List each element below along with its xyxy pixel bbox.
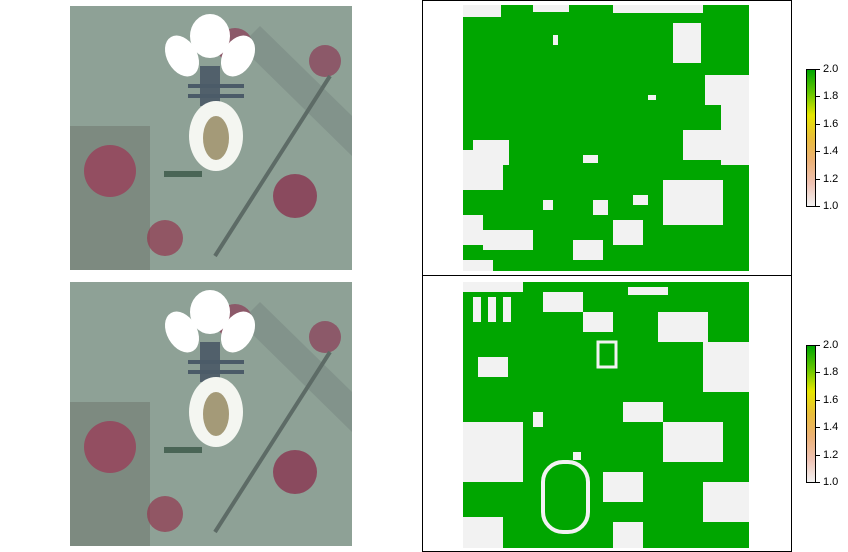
legend-bottom-tick <box>816 345 820 346</box>
legend-top-tick <box>816 206 820 207</box>
legend-bottom-tick <box>816 372 820 373</box>
legend-bottom-label: 1.0 <box>823 476 839 488</box>
classified-map-top <box>463 5 749 271</box>
map-frame-top <box>422 0 792 276</box>
legend-top-color-bar <box>806 69 816 207</box>
legend-top-tick <box>816 151 820 152</box>
legend-bottom-label: 1.8 <box>823 366 839 378</box>
satellite-image-bottom-graphic <box>70 282 352 546</box>
legend-top-label: 1.2 <box>823 173 839 185</box>
legend-top-tick <box>816 124 820 125</box>
satellite-image-bottom <box>70 282 352 546</box>
legend-top-tick <box>816 179 820 180</box>
legend-top-tick <box>816 96 820 97</box>
satellite-image-top-graphic <box>70 6 352 270</box>
legend-top-label: 1.0 <box>823 200 839 212</box>
legend-bottom-tick <box>816 455 820 456</box>
legend-bottom-tick <box>816 427 820 428</box>
map-frame-bottom <box>422 275 792 552</box>
legend-top: 2.0 1.8 1.6 1.4 1.2 1.0 <box>806 63 848 212</box>
legend-bottom-tick <box>816 400 820 401</box>
legend-bottom-color-bar <box>806 345 816 483</box>
legend-bottom-label: 1.6 <box>823 394 839 406</box>
legend-bottom-tick <box>816 482 820 483</box>
legend-top-label: 1.4 <box>823 145 839 157</box>
classified-map-bottom <box>463 282 749 548</box>
satellite-image-top <box>70 6 352 270</box>
legend-bottom-label: 1.4 <box>823 421 839 433</box>
legend-bottom: 2.0 1.8 1.6 1.4 1.2 1.0 <box>806 339 848 488</box>
legend-top-label: 1.8 <box>823 90 839 102</box>
legend-top-label: 2.0 <box>823 63 839 75</box>
legend-top-label: 1.6 <box>823 118 839 130</box>
legend-top-tick <box>816 69 820 70</box>
legend-bottom-label: 1.2 <box>823 449 839 461</box>
legend-bottom-label: 2.0 <box>823 339 839 351</box>
